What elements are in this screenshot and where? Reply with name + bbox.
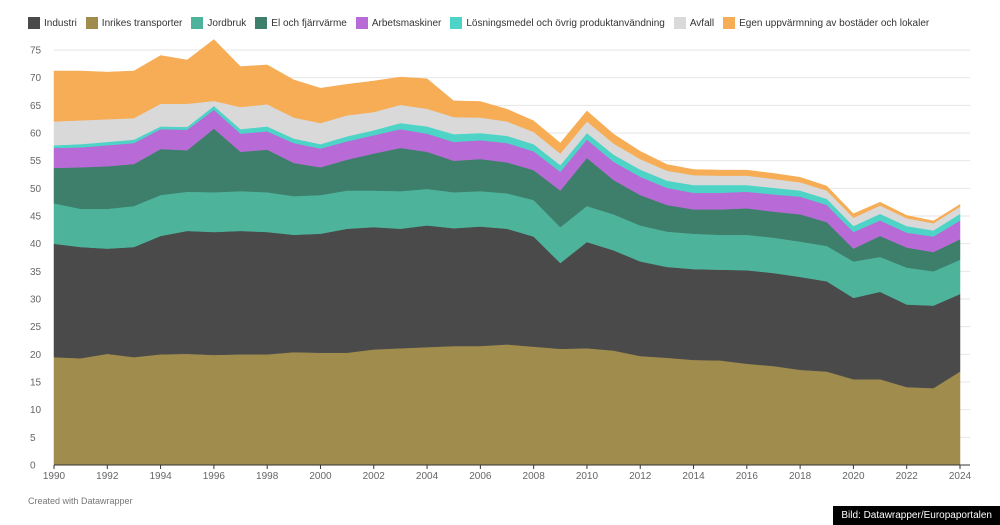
- legend-swatch: [723, 17, 736, 29]
- x-tick-label-1990: 1990: [43, 471, 66, 482]
- x-tick-label-2012: 2012: [629, 471, 652, 482]
- legend-swatch: [255, 17, 268, 29]
- y-tick-label-0: 0: [30, 461, 36, 472]
- legend-item-jordbruk: Jordbruk: [191, 17, 246, 29]
- legend-item-avfall: Avfall: [673, 17, 715, 29]
- x-tick-label-2018: 2018: [789, 471, 812, 482]
- x-tick-label-2022: 2022: [896, 471, 919, 482]
- legend-swatch: [673, 17, 686, 29]
- legend-label: Inrikes transporter: [101, 17, 183, 29]
- legend-label: Industri: [44, 17, 77, 29]
- x-tick-label-2024: 2024: [949, 471, 972, 482]
- y-tick-label-60: 60: [30, 129, 42, 140]
- x-tick-label-1998: 1998: [256, 471, 279, 482]
- y-tick-label-25: 25: [30, 322, 42, 333]
- y-tick-label-75: 75: [30, 46, 42, 57]
- legend-label: Avfall: [689, 17, 715, 29]
- y-tick-label-20: 20: [30, 350, 42, 361]
- y-tick-label-55: 55: [30, 156, 42, 167]
- x-tick-label-2004: 2004: [416, 471, 439, 482]
- legend-swatch: [28, 17, 40, 29]
- legend-label: Arbetsmaskiner: [371, 17, 442, 29]
- legend-label: Lösningsmedel och övrig produktanvändnin…: [466, 17, 665, 29]
- legend-swatch: [85, 17, 98, 29]
- x-tick-label-2010: 2010: [576, 471, 599, 482]
- y-tick-label-40: 40: [30, 239, 42, 250]
- x-tick-label-1994: 1994: [149, 471, 172, 482]
- y-tick-label-50: 50: [30, 184, 42, 195]
- image-source-badge: Bild: Datawrapper/Europaportalen: [833, 506, 1000, 525]
- legend: Industri Inrikes transporter Jordbruk El oc…: [28, 14, 938, 32]
- y-tick-label-30: 30: [30, 295, 42, 306]
- y-tick-label-10: 10: [30, 405, 42, 416]
- y-tick-label-65: 65: [30, 101, 42, 112]
- x-tick-label-2000: 2000: [309, 471, 332, 482]
- legend-swatch: [191, 17, 204, 29]
- legend-label: El och fjärrvärme: [271, 17, 347, 29]
- area-series: [53, 39, 961, 466]
- legend-item-egen-uppvarmning-av-bostader-och-lokaler: Egen uppvärmning av bostäder och lokaler: [723, 17, 929, 29]
- y-tick-label-5: 5: [30, 433, 36, 444]
- area-egen-uppvarmning-av-bostader-och-lokaler: [53, 39, 961, 224]
- y-tick-label-15: 15: [30, 378, 42, 389]
- x-tick-label-2008: 2008: [523, 471, 546, 482]
- y-tick-label-45: 45: [30, 212, 42, 223]
- legend-swatch: [355, 17, 368, 29]
- legend-item-inrikes-transporter: Inrikes transporter: [85, 17, 183, 29]
- legend-item-industri: Industri: [28, 17, 77, 29]
- legend-label: Jordbruk: [207, 17, 247, 29]
- x-tick-label-2020: 2020: [842, 471, 865, 482]
- y-tick-label-70: 70: [30, 73, 42, 84]
- legend-item-el-och-fjarrvarme: El och fjärrvärme: [255, 17, 347, 29]
- x-tick-label-2006: 2006: [469, 471, 492, 482]
- x-tick-label-2016: 2016: [736, 471, 759, 482]
- legend-item-losningsmedel-och-ovrig-produktanvandning: Lösningsmedel och övrig produktanvändnin…: [450, 17, 665, 29]
- y-tick-label-35: 35: [30, 267, 42, 278]
- y-axis: 0 5 10 15 20 25 30 35 40 45 50 55 60 65 70 75: [30, 46, 42, 472]
- x-tick-label-1992: 1992: [96, 471, 119, 482]
- x-tick-label-2014: 2014: [682, 471, 705, 482]
- datawrapper-credit: Created with Datawrapper: [28, 496, 133, 506]
- x-tick-label-1996: 1996: [203, 471, 226, 482]
- legend-item-arbetsmaskiner: Arbetsmaskiner: [355, 17, 442, 29]
- legend-label: Egen uppvärmning av bostäder och lokaler: [739, 17, 930, 29]
- x-axis: 1990 1992 1994 1996 1998 2000 2002 2004 2006 2008…: [43, 465, 972, 482]
- x-tick-label-2002: 2002: [363, 471, 386, 482]
- legend-swatch: [450, 17, 463, 29]
